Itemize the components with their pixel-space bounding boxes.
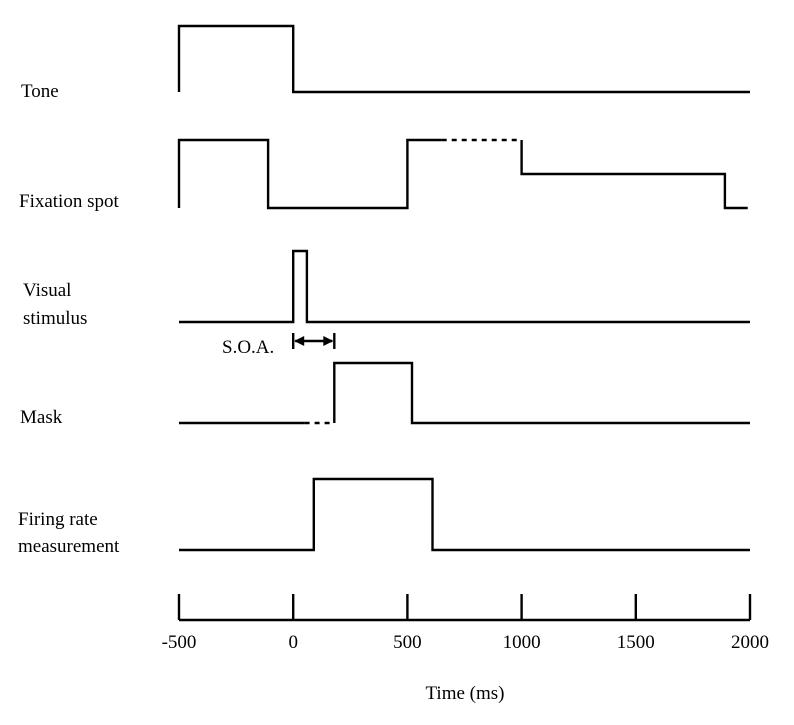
trace-tone-solid xyxy=(177,24,750,94)
axis-tick-label: 0 xyxy=(288,632,298,653)
signal-row-visual-stimulus: Visual stimulus xyxy=(23,249,750,329)
row-label-visual-stimulus: Visual xyxy=(23,280,71,301)
trace-fixation-spot-solid xyxy=(177,138,442,210)
trace-firing-rate-measurement-solid xyxy=(179,477,750,552)
soa-arrow-right xyxy=(323,336,334,346)
axis-tick-label: 500 xyxy=(393,632,422,653)
axis-tick-label: -500 xyxy=(162,632,197,653)
trace-fixation-spot-solid xyxy=(520,140,748,210)
row-label-mask: Mask xyxy=(20,407,63,428)
soa-label: S.O.A. xyxy=(222,337,274,358)
time-axis: -500 0 500 1000 1500 2000 Time (ms) xyxy=(162,594,769,704)
signal-row-mask: Mask xyxy=(20,361,750,428)
axis-tick-label: 1500 xyxy=(617,632,655,653)
row-label-firing-rate-measurement: measurement xyxy=(18,536,120,557)
signal-row-tone: Tone xyxy=(21,24,750,102)
trace-visual-stimulus-solid xyxy=(179,249,750,324)
soa-arrow-left xyxy=(294,336,305,346)
axis-title: Time (ms) xyxy=(425,683,504,704)
row-label-tone: Tone xyxy=(21,81,59,102)
signal-row-fixation-spot: Fixation spot xyxy=(19,138,748,212)
row-label-fixation-spot: Fixation spot xyxy=(19,191,119,212)
axis-tick-label: 1000 xyxy=(503,632,541,653)
soa-annotation: S.O.A. xyxy=(222,333,336,358)
signal-row-firing-rate-measurement: Firing rate measurement xyxy=(18,477,750,557)
row-label-visual-stimulus: stimulus xyxy=(23,308,87,329)
trace-mask-solid xyxy=(333,361,750,425)
axis-tick-label: 2000 xyxy=(731,632,769,653)
row-label-firing-rate-measurement: Firing rate xyxy=(18,509,98,530)
